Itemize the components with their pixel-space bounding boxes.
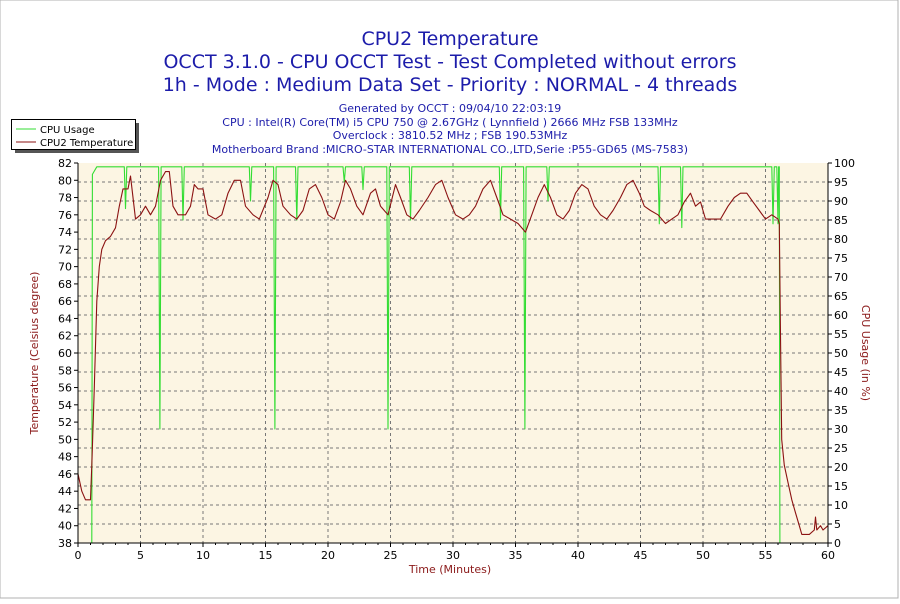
y-right-tick-label: 55 [834,328,848,341]
grid [78,163,828,543]
chart-subtitle-mode: 1h - Mode : Medium Data Set - Priority :… [163,74,738,96]
y-left-axis-label: Temperature (Celsius degree) [28,272,41,436]
x-tick-label: 40 [571,549,585,562]
y-left-tick-label: 44 [58,485,72,498]
y-right-tick-label: 35 [834,404,848,417]
y-left-tick-label: 64 [58,312,72,325]
x-tick-label: 0 [75,549,82,562]
y-left-tick-label: 60 [58,347,72,360]
x-tick-label: 15 [259,549,273,562]
legend-box [11,119,136,150]
x-tick-label: 45 [634,549,648,562]
y-left-tick-label: 52 [58,416,72,429]
x-tick-label: 50 [696,549,710,562]
y-left-tick-label: 42 [58,502,72,515]
y-right-tick-label: 80 [834,233,848,246]
info-overclock: Overclock : 3810.52 MHz ; FSB 190.53MHz [333,129,568,142]
y-left-tick-label: 50 [58,433,72,446]
series-line-cpu-usage [78,166,828,544]
y-right-tick-label: 45 [834,366,848,379]
y-left-tick-label: 62 [58,330,72,343]
y-left-tick-label: 56 [58,382,72,395]
x-tick-label: 55 [759,549,773,562]
y-left-tick-label: 48 [58,451,72,464]
y-left-tick-label: 82 [58,157,72,170]
y-right-tick-label: 30 [834,423,848,436]
info-generated: Generated by OCCT : 09/04/10 22:03:19 [339,102,562,115]
y-right-tick-label: 15 [834,480,848,493]
y-left-tick-label: 40 [58,520,72,533]
x-tick-label: 30 [446,549,460,562]
x-tick-label: 25 [384,549,398,562]
y-right-tick-label: 100 [834,157,855,170]
y-left-tick-label: 70 [58,261,72,274]
legend: CPU Usage CPU2 Temperature [11,119,139,153]
y-left-tick-label: 66 [58,295,72,308]
info-motherboard: Motherboard Brand :MICRO-STAR INTERNATIO… [212,143,688,156]
legend-label-cpu-usage: CPU Usage [40,125,95,136]
y-left-tick-label: 74 [58,226,72,239]
chart-subtitle-test: OCCT 3.1.0 - CPU OCCT Test - Test Comple… [163,51,736,73]
y-right-tick-label: 60 [834,309,848,322]
y-right-axis-label: CPU Usage (in %) [859,305,872,401]
y-right-tick-label: 75 [834,252,848,265]
y-right-tick-label: 5 [834,518,841,531]
legend-label-temperature: CPU2 Temperature [40,138,133,149]
y-right-tick-label: 70 [834,271,848,284]
x-tick-label: 60 [821,549,835,562]
x-tick-label: 5 [137,549,144,562]
y-left-tick-label: 58 [58,364,72,377]
y-left-tick-label: 78 [58,192,72,205]
y-right-tick-label: 25 [834,442,848,455]
series-line-cpu2-temperature [77,171,829,535]
chart-title: CPU2 Temperature [361,28,538,50]
y-right-tick-label: 50 [834,347,848,360]
y-right-tick-label: 85 [834,214,848,227]
y-left-tick-label: 76 [58,209,72,222]
ticks: 0 5 10 15 20 25 30 35 40 45 50 55 603840424446485052… [58,157,855,562]
x-tick-label: 20 [321,549,335,562]
x-tick-label: 10 [196,549,210,562]
y-right-tick-label: 40 [834,385,848,398]
y-left-tick-label: 72 [58,243,72,256]
info-cpu: CPU : Intel(R) Core(TM) i5 CPU 750 @ 2.6… [222,116,678,129]
y-right-tick-label: 10 [834,499,848,512]
x-axis-label: Time (Minutes) [408,563,491,576]
y-right-tick-label: 0 [834,537,841,550]
y-right-tick-label: 65 [834,290,848,303]
y-left-tick-label: 80 [58,174,72,187]
y-left-tick-label: 38 [58,537,72,550]
y-right-tick-label: 20 [834,461,848,474]
y-left-tick-label: 46 [58,468,72,481]
y-right-tick-label: 90 [834,195,848,208]
y-left-tick-label: 54 [58,399,72,412]
y-right-tick-label: 95 [834,176,848,189]
series [77,166,829,544]
x-tick-label: 35 [509,549,523,562]
titles: CPU2 Temperature OCCT 3.1.0 - CPU OCCT T… [163,28,738,156]
y-left-tick-label: 68 [58,278,72,291]
